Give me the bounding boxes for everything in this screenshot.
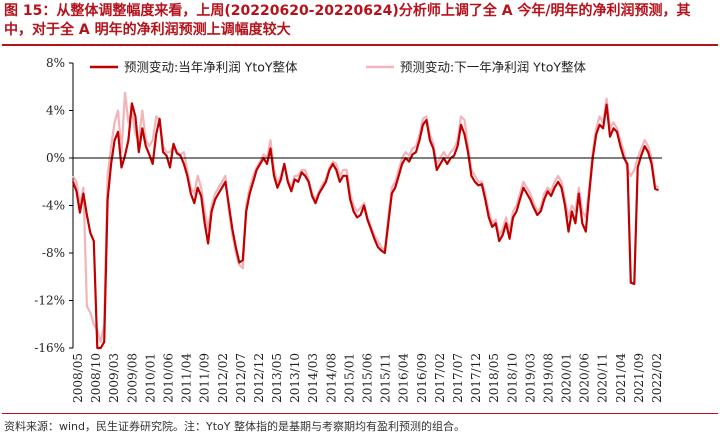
x-tick-label: 2013/10 bbox=[288, 353, 302, 403]
x-tick-label: 2012/07 bbox=[234, 353, 248, 403]
y-tick-label: -4% bbox=[42, 199, 65, 213]
x-tick-label: 2012/02 bbox=[216, 353, 230, 403]
y-tick-label: -12% bbox=[34, 294, 65, 308]
x-tick-label: 2017/12 bbox=[469, 353, 483, 403]
x-tick-label: 2020/01 bbox=[560, 353, 574, 403]
x-tick-label: 2020/11 bbox=[596, 353, 610, 403]
x-tick-label: 2016/09 bbox=[415, 353, 429, 403]
x-tick-label: 2017/07 bbox=[451, 353, 465, 403]
source-divider bbox=[2, 413, 718, 414]
y-tick-label: -16% bbox=[34, 341, 65, 355]
title-divider bbox=[2, 44, 718, 46]
x-tick-label: 2014/08 bbox=[324, 353, 338, 403]
x-tick-label: 2018/10 bbox=[505, 353, 519, 403]
source-note: 资料来源：wind，民生证券研究院。注：YtoY 整体指的是基期与考察期均有盈利… bbox=[4, 420, 465, 433]
x-tick-label: 2011/04 bbox=[180, 353, 194, 403]
x-tick-label: 2015/11 bbox=[379, 353, 393, 403]
x-tick-label: 2012/12 bbox=[252, 353, 266, 403]
x-tick-label: 2021/04 bbox=[614, 353, 628, 403]
y-tick-label: 0% bbox=[46, 151, 65, 165]
x-tick-label: 2009/08 bbox=[125, 353, 139, 403]
x-tick-label: 2017/02 bbox=[433, 353, 447, 403]
series-line bbox=[71, 102, 659, 350]
y-tick-label: 8% bbox=[46, 56, 65, 70]
legend-label: 预测变动:下一年净利润 YtoY整体 bbox=[400, 60, 587, 75]
x-tick-label: 2021/09 bbox=[632, 353, 646, 403]
x-tick-label: 2013/05 bbox=[270, 353, 284, 403]
x-tick-label: 2020/06 bbox=[578, 353, 592, 403]
x-tick-label: 2008/05 bbox=[71, 353, 85, 403]
figure-title: 图 15：从整体调整幅度来看，上周(20220620-20220624)分析师上… bbox=[4, 3, 691, 38]
x-tick-label: 2011/09 bbox=[198, 353, 212, 403]
x-tick-label: 2014/03 bbox=[306, 353, 320, 403]
x-tick-label: 2009/03 bbox=[107, 353, 121, 403]
x-tick-label: 2016/04 bbox=[397, 353, 411, 403]
y-tick-label: -8% bbox=[42, 246, 65, 260]
x-tick-label: 2022/02 bbox=[650, 353, 664, 403]
x-tick-label: 2015/06 bbox=[361, 353, 375, 403]
x-tick-label: 2015/01 bbox=[342, 353, 356, 403]
x-tick-label: 2008/10 bbox=[89, 353, 103, 403]
legend-label: 预测变动:当年净利润 YtoY整体 bbox=[124, 60, 298, 75]
x-tick-label: 2019/03 bbox=[523, 353, 537, 403]
line-chart: -16% -12% -8% -4% 0% 4% 8% 2008/05 2008/10 2009/0… bbox=[34, 56, 664, 403]
x-tick-label: 2010/06 bbox=[161, 353, 175, 403]
x-tick-label: 2010/01 bbox=[143, 353, 157, 403]
x-tick-label: 2019/08 bbox=[541, 353, 555, 403]
y-tick-label: 4% bbox=[46, 104, 65, 118]
x-tick-label: 2018/05 bbox=[487, 353, 501, 403]
